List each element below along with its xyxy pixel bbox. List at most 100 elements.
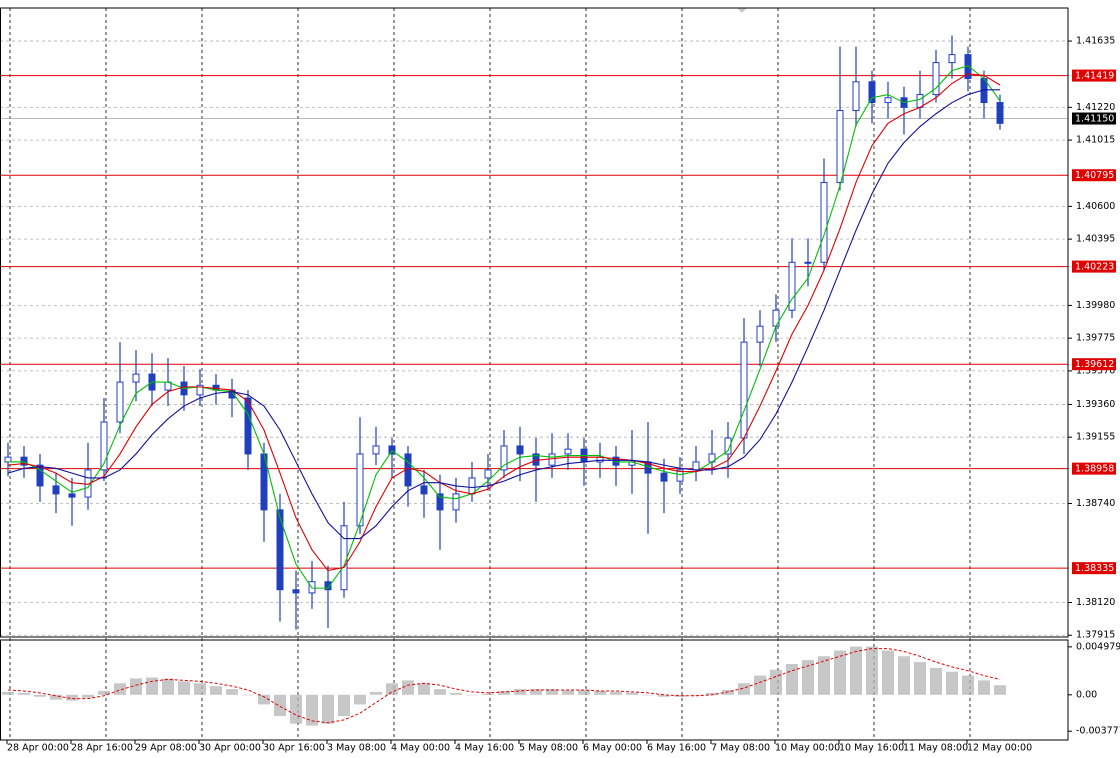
x-tick-label: 5 May 08:00 [519,743,578,754]
y-tick-label: 1.37915 [1076,630,1115,641]
x-tick-label: 4 May 16:00 [455,743,514,754]
histogram-bar [498,690,510,695]
current-price-label: 1.41150 [1075,114,1114,125]
candle-body [948,54,956,64]
histogram-bar [242,694,254,696]
candle-body [100,421,108,471]
signal-line [7,648,1001,724]
level-label-box [1072,562,1116,575]
candle-body [36,464,44,487]
candle-body [692,461,700,471]
candle-body [244,397,252,455]
histogram-bar [850,646,862,695]
histogram-bar [178,681,190,695]
candle-body [388,445,396,455]
histogram-bar [226,689,238,695]
candle-body [996,102,1004,124]
histogram-bar [594,690,606,695]
candle-body [132,373,140,383]
candle-body [324,581,332,591]
x-tick-label: 29 Apr 08:00 [135,743,197,754]
level-label-box [1072,260,1116,273]
y-tick-label: 1.39155 [1076,432,1115,443]
level-label-box [1072,69,1116,82]
x-tick-label: 11 May 08:00 [903,743,968,754]
histogram-bar [786,663,798,695]
y-tick-label: 1.39360 [1076,399,1115,410]
histogram-bar [354,694,366,705]
candle-body [756,325,764,343]
moving-average-line [7,73,1001,572]
candle-body [468,477,476,495]
level-label-box [1072,358,1116,371]
histogram-bar [754,675,766,695]
histogram-bar [930,667,942,695]
candle-body [276,509,284,591]
histogram-bar [658,694,670,697]
candle-body [932,62,940,96]
candle-body [916,94,924,108]
histogram-bar [82,694,94,698]
moving-average-line [8,65,1001,589]
y-tick-label: 1.39980 [1076,300,1115,311]
x-tick-label: 6 May 00:00 [583,743,642,754]
histogram-bar [706,692,718,695]
histogram-bar [738,683,750,695]
histogram-bar [146,677,158,695]
histogram-bar [530,689,542,695]
candle-body [836,110,844,183]
candle-body [500,445,508,471]
histogram-bar [562,690,574,695]
candle-body [436,493,444,511]
histogram-bar [674,694,686,697]
histogram-bar [370,691,382,695]
candle-body [452,493,460,511]
histogram-bar [402,680,414,695]
candle-body [372,445,380,455]
histogram-bar [546,689,558,695]
histogram-bar [162,678,174,695]
candle-body [772,309,780,327]
candle-body [116,381,124,423]
histogram-bar [210,686,222,695]
histogram-bar [322,694,334,724]
histogram-bar [866,646,878,695]
histogram-bar [466,694,478,696]
level-label: 1.38335 [1075,563,1114,574]
shift-marker [737,8,747,13]
candle-body [52,485,60,495]
y-tick-label: 1.39570 [1076,365,1115,376]
histogram-bar [290,694,302,724]
x-tick-label: 10 May 16:00 [839,743,904,754]
x-tick-label: 4 May 00:00 [391,743,450,754]
level-label: 1.39612 [1075,359,1114,370]
histogram-bar [450,692,462,695]
histogram-bar [770,669,782,695]
current-price-box [1072,112,1116,125]
candle-body [660,472,668,482]
level-label-box [1072,169,1116,182]
histogram-bar [946,671,958,695]
candle-body [4,456,12,463]
candle-body [340,525,348,591]
x-tick-label: 30 Apr 00:00 [199,743,261,754]
x-tick-label: 28 Apr 00:00 [7,743,69,754]
histogram-bar [642,694,654,696]
y-tick-label: 0.004979 [1076,641,1120,652]
histogram-bar [18,692,30,695]
y-tick-label: 1.41220 [1076,102,1115,113]
level-label: 1.40795 [1075,170,1114,181]
y-tick-label: 1.40395 [1076,234,1115,245]
histogram-bar [34,694,46,697]
candle-body [564,448,572,455]
candle-body [852,81,860,112]
candle-body [20,456,28,466]
candle-body [196,384,204,396]
candle-body [516,445,524,455]
y-tick-label: 1.41635 [1076,36,1115,47]
level-label: 1.41419 [1075,71,1114,82]
x-tick-label: 7 May 08:00 [711,743,770,754]
x-tick-label: 3 May 08:00 [327,743,386,754]
histogram-bar [418,683,430,695]
